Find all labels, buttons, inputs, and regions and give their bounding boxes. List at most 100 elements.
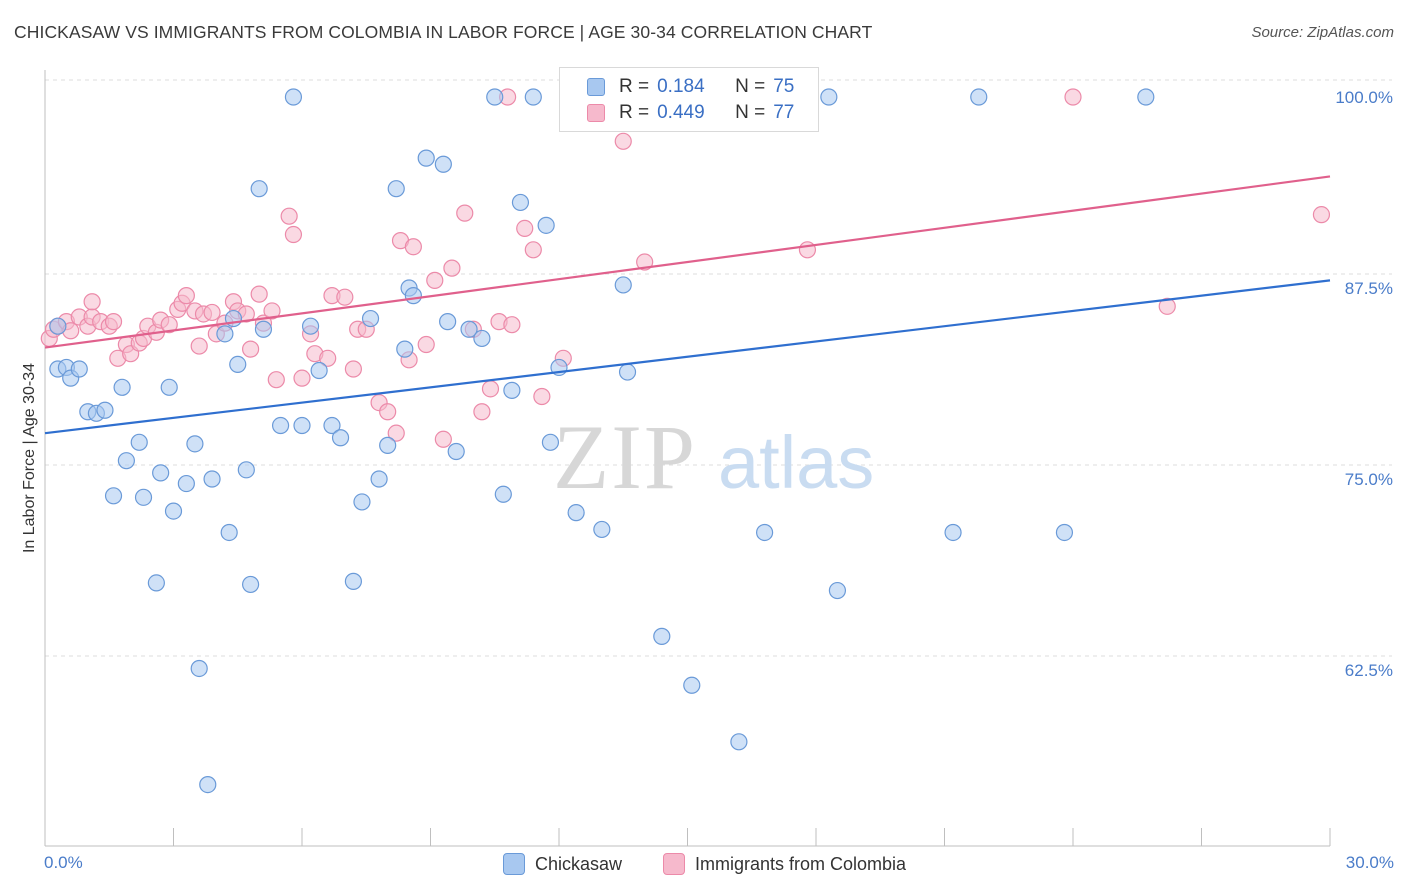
chickasaw-point	[494, 485, 512, 503]
chickasaw-point	[164, 502, 183, 520]
y-tick-label: 62.5%	[1345, 661, 1393, 680]
grid-lines	[45, 79, 1392, 657]
colombia-point	[344, 360, 362, 378]
chickasaw-point	[96, 401, 114, 419]
bottom-legend-chickasaw: Chickasaw	[503, 850, 622, 878]
colombia-point	[104, 313, 123, 331]
series-colombia-points	[40, 88, 1331, 448]
chickasaw-point	[152, 464, 170, 482]
chickasaw-point	[147, 574, 165, 592]
colombia-point	[387, 424, 405, 442]
chickasaw-point	[323, 416, 341, 435]
colombia-trend-line	[44, 175, 1331, 349]
legend-r-value: 0.184	[657, 76, 705, 97]
chickasaw-point	[186, 435, 204, 453]
colombia-point	[614, 132, 632, 150]
watermark-zip: ZIP	[553, 406, 697, 508]
colombia-point	[404, 238, 422, 256]
colombia-point	[319, 349, 337, 367]
chickasaw-point	[301, 317, 320, 335]
colombia-point	[417, 335, 435, 354]
colombia-point	[190, 337, 208, 355]
colombia-point	[636, 253, 654, 271]
y-tick-label: 75.0%	[1345, 470, 1393, 489]
chickasaw-point	[379, 436, 397, 454]
chickasaw-point	[473, 329, 491, 348]
chickasaw-point	[117, 452, 135, 470]
legend-row-colombia: R = 0.449 N = 77	[560, 100, 794, 126]
chickasaw-point	[134, 488, 153, 506]
chickasaw-point	[130, 433, 148, 451]
chickasaw-point	[970, 88, 988, 106]
chickasaw-point	[439, 313, 457, 331]
colombia-point	[533, 387, 551, 406]
chickasaw-point	[820, 88, 838, 106]
y-tick-label: 100.0%	[1335, 88, 1393, 107]
chickasaw-point	[284, 88, 303, 106]
chickasaw-point	[344, 572, 362, 590]
chickasaw-point	[331, 429, 350, 447]
bottom-legend-label: Immigrants from Colombia	[695, 853, 907, 874]
watermark: ZIP atlas	[553, 406, 874, 508]
chickasaw-point	[614, 276, 632, 294]
chickasaw-point	[160, 378, 178, 396]
chickasaw-point	[353, 493, 371, 511]
chickasaw-point	[434, 155, 452, 173]
colombia-point	[1158, 297, 1176, 315]
colombia-point	[473, 403, 491, 421]
chickasaw-point	[310, 361, 328, 380]
y-tick-labels: 62.5% 75.0% 87.5% 100.0%	[1335, 88, 1393, 680]
chickasaw-point	[486, 88, 504, 106]
chickasaw-point	[541, 433, 560, 451]
colombia-point	[1312, 206, 1331, 224]
colombia-point	[524, 241, 542, 259]
watermark-atlas: atlas	[718, 421, 874, 504]
chickasaw-point	[417, 149, 435, 167]
colombia-point	[481, 380, 500, 398]
chickasaw-point	[237, 461, 255, 479]
colombia-point	[284, 225, 303, 244]
colombia-point	[160, 316, 178, 334]
legend-swatch-pink	[587, 104, 605, 122]
colombia-point	[203, 303, 221, 322]
colombia-point	[516, 219, 534, 238]
chickasaw-point	[104, 487, 123, 505]
chickasaw-point	[503, 381, 521, 399]
chickasaw-point	[730, 733, 748, 751]
colombia-point	[250, 285, 268, 303]
bottom-legend-swatch-pink	[663, 853, 685, 875]
chickasaw-point	[1137, 88, 1155, 106]
y-axis-label: In Labor Force | Age 30-34	[21, 363, 38, 553]
x-tick-label-max: 30.0%	[1346, 853, 1394, 872]
chickasaw-point	[511, 193, 530, 212]
colombia-point	[379, 403, 397, 421]
legend-r-label: R =	[619, 102, 650, 123]
y-tick-label: 87.5%	[1345, 279, 1393, 298]
chickasaw-point	[177, 474, 195, 493]
chickasaw-point	[537, 216, 555, 234]
colombia-point	[426, 271, 444, 289]
x-tick-label-min: 0.0%	[44, 853, 83, 872]
chickasaw-point	[216, 325, 234, 343]
chickasaw-point	[1055, 523, 1074, 542]
chickasaw-point	[49, 317, 67, 335]
chickasaw-point	[593, 520, 611, 539]
chickasaw-point	[944, 523, 962, 542]
chickasaw-point	[370, 470, 388, 488]
colombia-point	[443, 259, 461, 277]
colombia-point	[83, 293, 101, 311]
chickasaw-point	[271, 416, 290, 435]
bottom-legend-label: Chickasaw	[535, 853, 623, 874]
chickasaw-point	[361, 309, 380, 328]
chickasaw-point	[755, 523, 774, 542]
chickasaw-point	[254, 320, 273, 338]
legend-row-chickasaw: R = 0.184 N = 75	[560, 74, 794, 100]
series-chickasaw-points	[49, 88, 1155, 794]
chickasaw-point	[524, 88, 542, 106]
chickasaw-point	[404, 287, 422, 305]
bottom-legend-colombia: Immigrants from Colombia	[663, 850, 906, 878]
chickasaw-point	[293, 416, 311, 435]
trend-lines	[44, 175, 1331, 435]
colombia-point	[267, 371, 285, 389]
